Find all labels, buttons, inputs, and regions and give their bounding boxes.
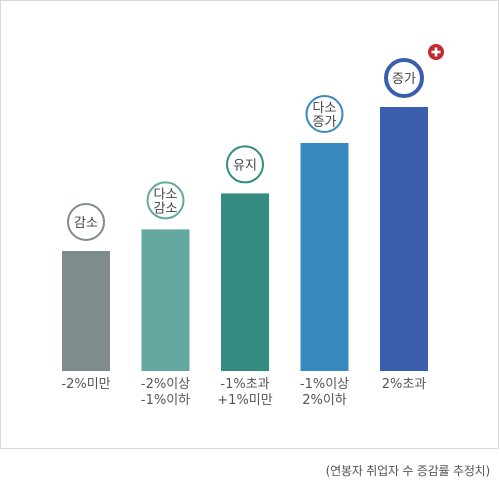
bar-5: [380, 107, 428, 371]
chart-frame: 감소 -2%미만 다소 감소 -2%이상 -1%이하 유지 -1%초과 +1%미만 다소 증가 -1%…: [0, 0, 499, 449]
bar-3: [221, 193, 269, 371]
bar-status-label-1: 감소: [74, 216, 98, 231]
bar-chart: 감소 -2%미만 다소 감소 -2%이상 -1%이하 유지 -1%초과 +1%미만 다소 증가 -1%…: [61, 44, 444, 408]
bar-status-label-2: 다소 감소: [154, 187, 178, 216]
x-tick-label-4: -1%이상 2%이하: [300, 377, 349, 408]
bar-status-label-3: 유지: [233, 158, 257, 173]
chart-caption: (연봉자 취업자 수 증감률 추정치): [325, 464, 491, 478]
bar-status-circle-3: [226, 145, 264, 184]
bar-status-label-5: 증가: [392, 72, 416, 87]
plus-badge-icon: [428, 44, 444, 60]
bar-status-circle-1: [67, 203, 105, 241]
bar-1: [62, 251, 110, 371]
bar-status-circle-4: [305, 95, 344, 133]
bar-status-circle-5: [384, 58, 424, 98]
bar-status-circle-2: [146, 181, 185, 220]
bar-4: [300, 143, 349, 371]
x-tick-label-5: 2%초과: [382, 377, 427, 392]
bar-status-label-4: 다소 증가: [313, 101, 337, 130]
x-tick-label-1: -2%미만: [61, 377, 110, 392]
x-tick-label-3: -1%초과 +1%미만: [217, 377, 272, 408]
bar-2: [141, 229, 190, 371]
x-tick-label-2: -2%이상 -1%이하: [141, 377, 190, 408]
